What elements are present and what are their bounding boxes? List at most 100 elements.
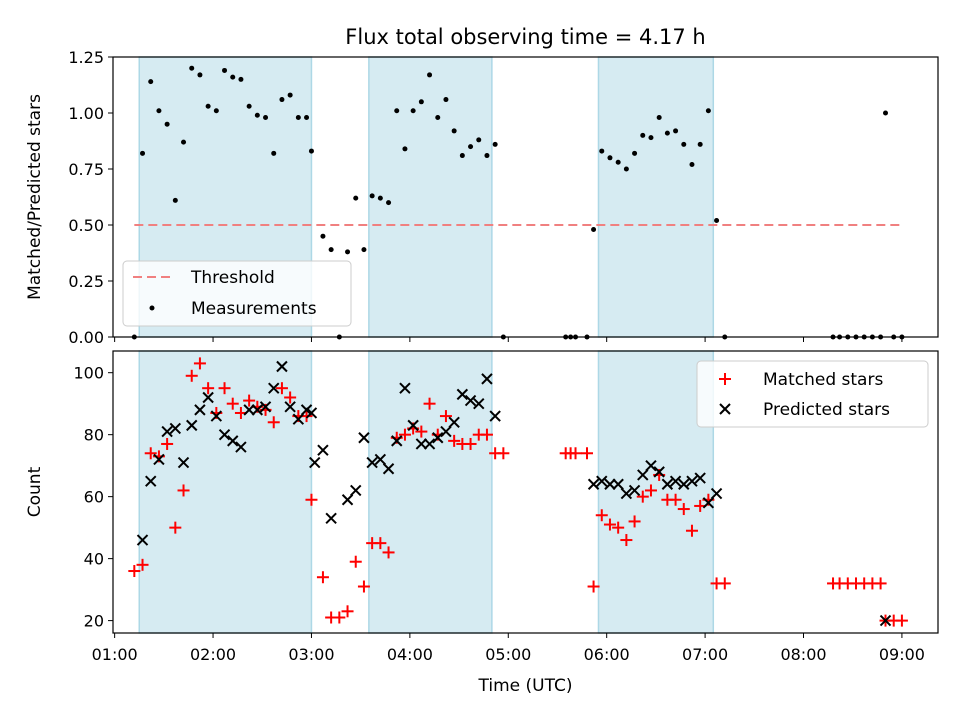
measurements-point [164,121,170,127]
bottom-plot-frame [112,350,939,634]
measurements-point [451,128,457,134]
predicted-stars-point [341,494,354,506]
legend-measurements-swatch [149,305,155,311]
measurements-point [361,247,367,253]
y-tick-label: 0.00 [68,328,104,347]
predicted-stars-point [161,425,173,438]
predicted-stars-point [423,438,436,450]
measurements-point [640,132,646,138]
measurements-point [443,97,449,103]
measurements-point [197,72,203,78]
predicted-stars-point [694,472,706,484]
x-tick-label: 05:00 [485,645,531,664]
predicted-stars-point [399,382,411,394]
predicted-stars-point [309,456,321,469]
x-tick-label: 04:00 [387,645,433,664]
matched-stars-point [144,447,157,460]
predicted-stars-point [473,397,485,410]
matched-stars-point [587,580,600,593]
predicted-stars-point [464,394,477,407]
matched-stars-point [267,416,280,429]
predicted-stars-point [489,410,501,422]
matched-stars-point [243,394,256,407]
x-tick-label: 06:00 [584,645,630,664]
measurements-point [599,148,605,154]
matched-stars-point [374,537,387,550]
predicted-stars-point [243,404,255,416]
measurements-point [673,128,679,134]
measurements-point [369,193,375,199]
measurements-point [607,155,613,161]
measurements-point [295,114,301,120]
measurements-point [591,226,597,232]
matched-stars-point [644,484,657,497]
matched-stars-point [569,447,582,460]
predicted-stars-point [448,416,460,428]
predicted-stars-point [596,475,608,487]
bottom-legend: Matched stars Predicted stars [696,360,929,428]
legend-predicted-label: Predicted stars [763,400,890,420]
predicted-stars-point [604,478,616,490]
measurements-point [304,114,310,120]
matched-stars-point [202,382,215,395]
matched-stars-point [128,565,141,578]
predicted-stars-point [620,487,633,500]
observing-window [597,350,715,634]
measurements-point [181,139,187,145]
y-tick-label: 40 [84,550,104,569]
predicted-stars-point [661,478,674,490]
matched-stars-point [448,434,461,447]
predicted-stars-point [259,401,272,413]
measurements-point [328,247,334,253]
predicted-stars-point [194,404,206,416]
predicted-stars-point [456,388,469,401]
measurements-point [205,103,211,109]
predicted-stars-point [350,484,362,497]
measurements-point [615,159,621,165]
x-tick-label: 02:00 [190,645,236,664]
predicted-stars-point [136,534,149,546]
matched-stars-point [415,425,428,438]
predicted-stars-point [678,478,690,490]
measurements-point [632,150,638,156]
x-axis-label: Time (UTC) [478,676,573,696]
x-tick-label: 08:00 [780,645,826,664]
observing-window [597,56,715,338]
predicted-stars-point [227,435,239,447]
matched-stars-point [333,611,346,624]
predicted-stars-point [653,466,665,478]
measurements-point [263,114,269,120]
predicted-stars-point [235,441,247,453]
matched-stars-point [284,391,297,404]
legend-matched-label: Matched stars [763,370,883,390]
y-tick-label: 20 [84,612,104,631]
legend-threshold-label: Threshold [190,268,275,288]
matched-stars-point [480,428,493,441]
measurements-point [656,114,662,120]
observing-window [368,350,493,634]
measurements-point [705,108,711,114]
y-tick-label: 60 [84,488,104,507]
measurements-point [377,195,383,201]
measurements-point [492,141,498,147]
measurements-point [402,146,408,152]
x-tick-label: 01:00 [92,645,138,664]
measurements-point [418,99,424,105]
measurements-point [287,92,293,98]
measurements-point [883,110,889,116]
legend-matched-swatch [719,373,731,385]
matched-stars-point [169,521,182,534]
legend-predicted-swatch [719,403,731,415]
matched-stars-point [464,437,477,450]
predicted-stars-point [268,382,280,394]
matched-stars-point [677,503,690,516]
observing-window [138,350,313,634]
matched-stars-point [398,428,411,441]
measurements-point [623,166,629,172]
predicted-stars-point [210,410,223,422]
bottom-y-axis-label: Count [25,466,45,517]
matched-stars-point [226,397,239,410]
predicted-stars-point [710,487,723,500]
matched-stars-point [581,447,594,460]
top-plot-frame [112,56,939,338]
